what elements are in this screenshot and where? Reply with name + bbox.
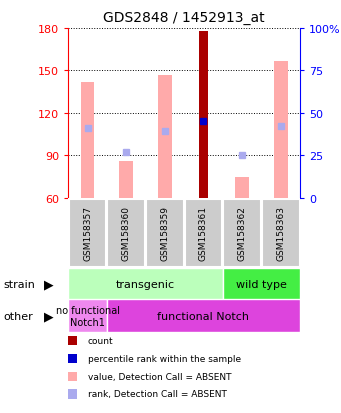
FancyBboxPatch shape [146,199,184,267]
Title: GDS2848 / 1452913_at: GDS2848 / 1452913_at [103,11,265,25]
Text: transgenic: transgenic [116,279,175,289]
Text: GSM158361: GSM158361 [199,206,208,261]
Text: functional Notch: functional Notch [158,311,250,321]
FancyBboxPatch shape [223,199,261,267]
Text: ▶: ▶ [44,309,54,323]
Bar [158,76,172,198]
Bar [274,62,287,198]
Text: GSM158363: GSM158363 [276,206,285,261]
FancyBboxPatch shape [107,199,145,267]
FancyBboxPatch shape [184,199,222,267]
FancyBboxPatch shape [68,268,223,299]
Text: ▶: ▶ [44,278,54,290]
Bar [119,161,133,198]
FancyBboxPatch shape [107,299,300,332]
Text: no functional
Notch1: no functional Notch1 [56,305,120,327]
FancyBboxPatch shape [262,199,300,267]
Bar [235,177,249,198]
Text: percentile rank within the sample: percentile rank within the sample [88,354,241,363]
Text: count: count [88,336,113,345]
Text: other: other [3,311,33,321]
Text: GSM158357: GSM158357 [83,206,92,261]
Text: rank, Detection Call = ABSENT: rank, Detection Call = ABSENT [88,389,226,399]
Text: GSM158359: GSM158359 [160,206,169,261]
FancyBboxPatch shape [223,268,300,299]
Text: wild type: wild type [236,279,287,289]
Text: GSM158362: GSM158362 [238,206,247,261]
Text: GSM158360: GSM158360 [122,206,131,261]
FancyBboxPatch shape [69,199,106,267]
FancyBboxPatch shape [68,299,107,332]
Text: value, Detection Call = ABSENT: value, Detection Call = ABSENT [88,372,231,381]
Bar [81,83,94,198]
Text: strain: strain [3,279,35,289]
Bar [198,32,208,198]
